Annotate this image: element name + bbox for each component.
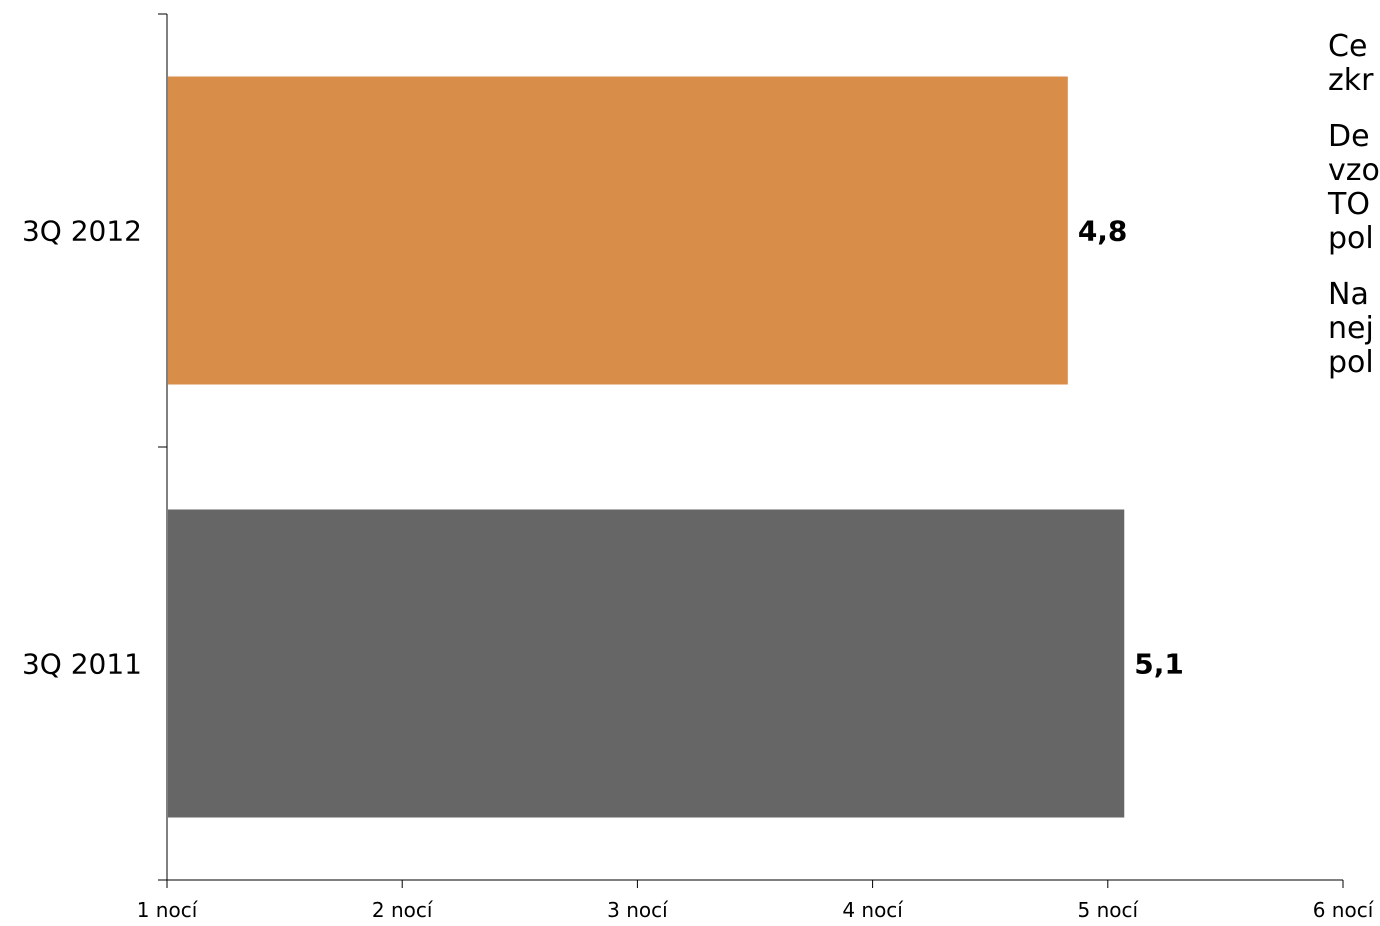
data-label: 4,8 (1078, 215, 1128, 248)
x-tick-label: 4 nocí (842, 898, 904, 922)
x-tick-label: 6 nocí (1313, 898, 1375, 922)
commentary-paragraph-1: Ce zkr (1328, 29, 1374, 98)
bars (168, 76, 1125, 818)
data-label: 5,1 (1134, 648, 1184, 681)
commentary-paragraph-3: Na nej pol (1328, 277, 1374, 380)
x-tick-label: 1 nocí (137, 898, 199, 922)
x-tick-label: 3 nocí (607, 898, 669, 922)
x-tick-label: 2 nocí (372, 898, 434, 922)
bar-3q-2011 (168, 509, 1125, 818)
axes (158, 13, 1344, 888)
labels: 1 nocí 2 nocí 3 nocí 4 nocí 5 nocí 6 nocí 3Q 2… (22, 215, 1375, 923)
category-label: 3Q 2011 (22, 648, 142, 681)
bar-3q-2012 (168, 76, 1068, 385)
x-tick-label: 5 nocí (1078, 898, 1140, 922)
commentary-text: Ce zkr De vzo TO pol Na nej pol (1328, 30, 1380, 402)
commentary-paragraph-2: De vzo TO pol (1328, 119, 1380, 256)
category-label: 3Q 2012 (22, 215, 142, 248)
